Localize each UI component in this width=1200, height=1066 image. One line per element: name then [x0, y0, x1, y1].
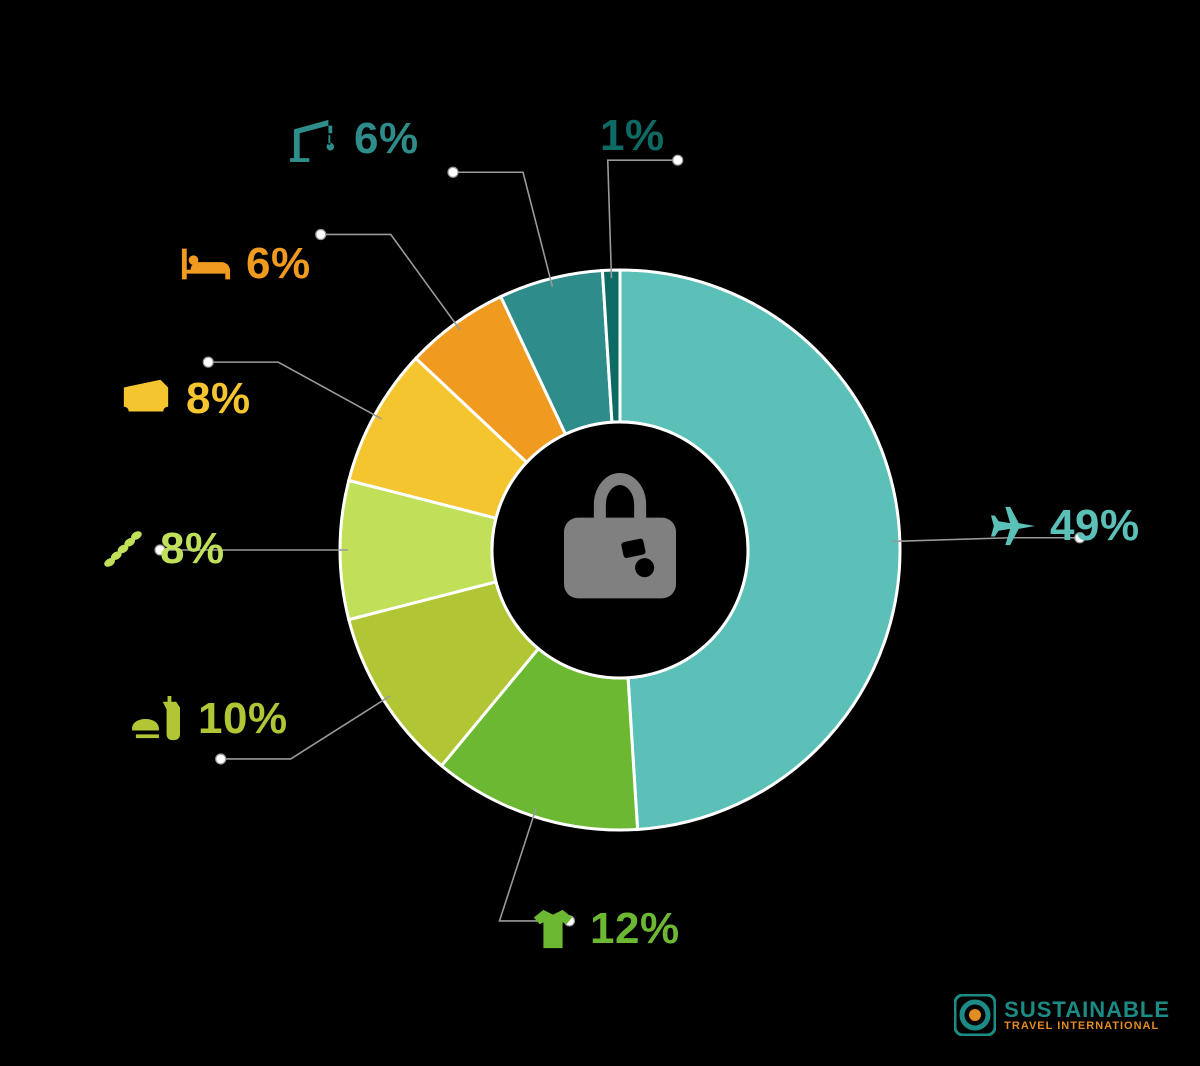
brand-logo: SUSTAINABLE TRAVEL INTERNATIONAL	[954, 994, 1170, 1036]
crane-icon	[290, 116, 340, 162]
bed-icon	[180, 241, 232, 287]
label-transport: 49%	[990, 501, 1140, 551]
logo-mark-icon	[954, 994, 996, 1036]
tshirt-icon	[530, 906, 576, 952]
pct-services: 8%	[186, 374, 251, 424]
pct-construction: 6%	[354, 114, 419, 164]
label-agriculture: 8%	[100, 524, 225, 574]
logo-line2: TRAVEL INTERNATIONAL	[1004, 1021, 1170, 1032]
pct-agriculture: 8%	[160, 524, 225, 574]
pct-food: 10%	[198, 694, 288, 744]
label-goods: 12%	[530, 904, 680, 954]
plane-icon	[990, 503, 1036, 549]
pct-transport: 49%	[1050, 501, 1140, 551]
meal-icon	[130, 696, 184, 742]
ticket-icon	[120, 376, 172, 422]
label-other: 1%	[600, 111, 665, 161]
label-services: 8%	[120, 374, 251, 424]
label-construction: 6%	[290, 114, 419, 164]
infographic-stage: 49% 12% 10% 8% 8% 6% 6% 1% SUSTAINABLE TRAVEL I…	[0, 0, 1200, 1066]
pct-goods: 12%	[590, 904, 680, 954]
label-food: 10%	[130, 694, 288, 744]
wheat-icon	[100, 526, 146, 572]
label-lodging: 6%	[180, 239, 311, 289]
pct-other: 1%	[600, 111, 665, 161]
pct-lodging: 6%	[246, 239, 311, 289]
logo-line1: SUSTAINABLE	[1004, 999, 1170, 1021]
